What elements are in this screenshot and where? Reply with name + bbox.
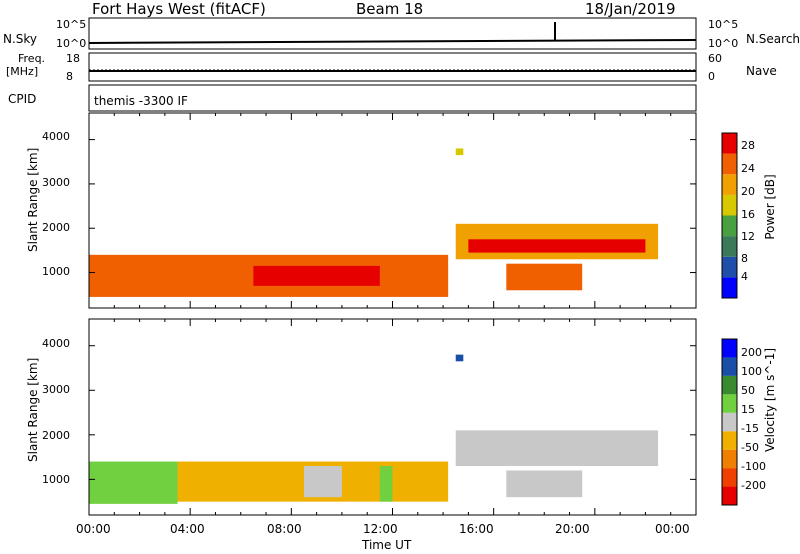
velocity-colorbar-seg-0: [722, 486, 737, 505]
velocity-cb-tick-m15: -15: [741, 422, 759, 435]
nsky-tick-low: 10^0: [56, 37, 87, 50]
velocity-region-4: [455, 430, 659, 466]
xtick-2: 08:00: [267, 522, 302, 536]
power-colorbar-seg-3: [722, 215, 737, 237]
power-cells: [89, 148, 659, 297]
power-cb-tick-28: 28: [741, 139, 755, 152]
velocity-cb-tick-15: 15: [741, 403, 755, 416]
cpid-strip: [88, 84, 697, 112]
axes-frames: [88, 17, 697, 516]
velocity-cb-tick-50: 50: [741, 384, 755, 397]
velocity-ytick-2000: 2000: [42, 429, 70, 442]
velocity-colorbar-seg-6: [722, 375, 737, 395]
velocity-cb-tick-m50: -50: [741, 441, 759, 454]
power-ytick-3000: 3000: [42, 176, 70, 189]
freq-tick-high: 18: [66, 52, 80, 65]
velocity-region-2: [303, 466, 342, 498]
power-colorbar-seg-6: [722, 153, 737, 175]
power-cb-tick-20: 20: [741, 185, 755, 198]
velocity-colorbar-seg-5: [722, 394, 737, 413]
nave-tick-low: 0: [708, 70, 715, 83]
power-colorbar-seg-1: [722, 256, 737, 278]
power-cb-tick-16: 16: [741, 208, 755, 221]
power-region-1: [253, 265, 380, 286]
power-colorbar-frame: [721, 132, 738, 299]
velocity-region-3: [379, 466, 393, 502]
nave-label: Nave: [746, 64, 777, 78]
velocity-cb-tick-m100: -100: [741, 460, 766, 473]
nave-tick-high: 60: [708, 52, 722, 65]
nsky-label: N.Sky: [3, 32, 38, 46]
nsearch-line: [88, 39, 697, 44]
velocity-region-0: [89, 461, 178, 504]
xtick-3: 12:00: [363, 522, 398, 536]
nsearch-label: N.Search: [746, 32, 800, 46]
xtick-6: 00:00: [655, 522, 690, 536]
xtick-1: 04:00: [170, 522, 205, 536]
power-region-5: [455, 148, 464, 156]
nsky-tick-high: 10^5: [56, 18, 87, 31]
power-cb-tick-12: 12: [741, 230, 755, 243]
power-region-4: [506, 263, 583, 291]
power-colorbar-seg-4: [722, 194, 737, 216]
velocity-cb-tick-200: 200: [741, 346, 762, 359]
power-ylabel: Slant Range [km]: [26, 147, 40, 252]
velocity-region-6: [455, 354, 464, 362]
velocity-colorbar-frame: [721, 338, 738, 506]
freq-label: Freq.: [18, 52, 46, 65]
power-colorbar-seg-0: [722, 277, 737, 298]
power-colorbar-seg-5: [722, 174, 737, 195]
velocity-ytick-1000: 1000: [42, 473, 70, 486]
colorbars: [721, 132, 738, 506]
power-cb-tick-24: 24: [741, 162, 755, 175]
velocity-ylabel: Slant Range [km]: [26, 357, 40, 462]
velocity-colorbar-seg-3: [722, 431, 737, 450]
power-region-3: [468, 239, 646, 253]
station-title: Fort Hays West (fitACF): [92, 0, 266, 18]
power-colorbar-seg-2: [722, 236, 737, 257]
beam-title: Beam 18: [356, 0, 424, 18]
cpid-text: themis -3300 IF: [94, 94, 188, 108]
xlabel: Time UT: [362, 538, 412, 552]
power-cb-tick-4: 4: [741, 270, 748, 283]
power-colorbar-label: Power [dB]: [763, 174, 777, 240]
xtick-5: 20:00: [555, 522, 590, 536]
freq-tick-low: 8: [66, 70, 73, 83]
xtick-4: 16:00: [459, 522, 494, 536]
power-ytick-4000: 4000: [42, 130, 70, 143]
xtick-0: 00:00: [76, 522, 111, 536]
power-ytick-1000: 1000: [42, 265, 70, 278]
velocity-cb-tick-m200: -200: [741, 479, 766, 492]
nsearch-tick-low: 10^0: [708, 37, 739, 50]
velocity-cells: [89, 354, 659, 504]
nsky-strip: [88, 17, 697, 50]
velocity-colorbar-label: Velocity [m s^-1]: [763, 347, 777, 452]
velocity-cb-tick-100: 100: [741, 365, 762, 378]
velocity-colorbar-seg-8: [722, 339, 737, 358]
freq-unit: [MHz]: [6, 65, 39, 78]
power-cb-tick-8: 8: [741, 252, 748, 265]
date-title: 18/Jan/2019: [585, 0, 676, 18]
velocity-colorbar-seg-2: [722, 449, 737, 469]
freq-strip: [88, 52, 697, 82]
velocity-colorbar-seg-1: [722, 468, 737, 487]
nsearch-tick-high: 10^5: [708, 18, 739, 31]
nsky-line: [88, 39, 697, 44]
power-colorbar-seg-7: [722, 133, 737, 154]
velocity-region-5: [506, 470, 583, 498]
cpid-label: CPID: [8, 92, 37, 106]
power-ytick-2000: 2000: [42, 221, 70, 234]
velocity-colorbar-seg-4: [722, 412, 737, 432]
velocity-colorbar-seg-7: [722, 357, 737, 376]
velocity-ytick-4000: 4000: [42, 337, 70, 350]
velocity-ytick-3000: 3000: [42, 383, 70, 396]
